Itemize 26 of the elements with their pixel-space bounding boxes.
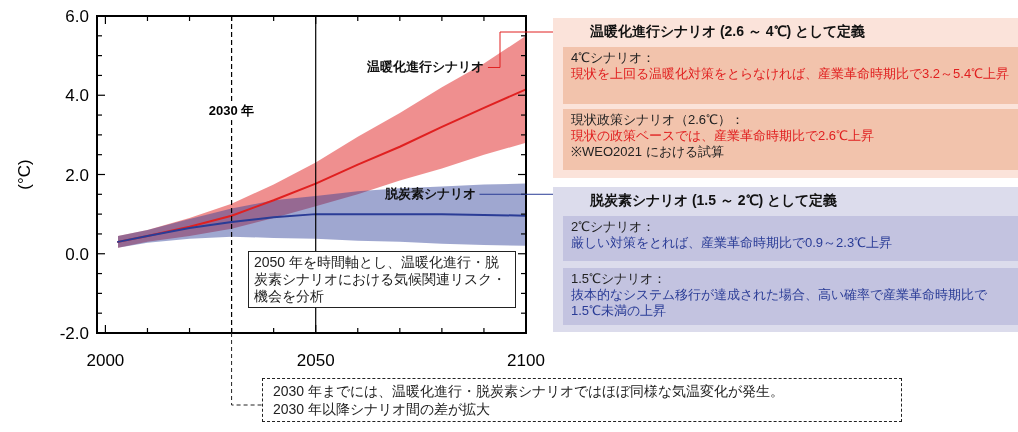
text: 温暖化進行シナリオ (365, 59, 484, 75)
series-label: 脱炭素シナリオ (383, 186, 476, 202)
y-tick-label: 2.0 (65, 165, 89, 185)
y-axis-title: (°C) (15, 159, 34, 190)
text: 4℃シナリオ： (571, 50, 657, 66)
annotation: 2030 年までには、温暖化進行・脱炭素シナリオではほぼ同様な気温変化が発生。 (273, 382, 786, 400)
ref-line-label: 2030 年 (208, 103, 255, 119)
text: ※WEO2021 における試算 (571, 144, 725, 160)
x-tick-label: 2050 (296, 351, 335, 370)
text: 抜本的なシステム移行が達成された場合、高い確率で産業革命時期比で1.5℃未満の上昇 (571, 287, 988, 319)
text: 2℃シナリオ： (571, 219, 657, 235)
y-tick-label: 0.0 (65, 244, 89, 264)
text: 現状を上回る温暖化対策をとらなければ、産業革命時期比で3.2～5.4℃上昇 (571, 66, 1010, 82)
text: 2030 年以降シナリオ間の差が拡大 (273, 400, 492, 418)
annotation: 2050 年を時間軸とし、温暖化進行・脱炭素シナリオにおける気候関連リスク・機会を分析 (254, 254, 507, 305)
x-tick-label: 2000 (86, 351, 125, 370)
y-tick-label: 6.0 (65, 7, 89, 26)
text: 現状の政策ベースでは、産業革命時期比で2.6℃上昇 (571, 128, 876, 144)
text: 厳しい対策をとれば、産業革命時期比で0.9～2.3℃上昇 (571, 235, 894, 251)
text: 現状政策シナリオ（2.6℃）： (571, 112, 746, 128)
text: 脱炭素シナリオ (1.5 ～ 2℃) として定義 (590, 192, 839, 208)
text: 温暖化進行シナリオ (2.6 ～ 4℃) として定義 (590, 23, 867, 39)
x-tick-label: 2100 (507, 351, 545, 370)
text: 1.5℃シナリオ： (571, 271, 668, 287)
y-tick-label: -2.0 (59, 324, 89, 343)
y-tick-label: 4.0 (65, 86, 89, 106)
